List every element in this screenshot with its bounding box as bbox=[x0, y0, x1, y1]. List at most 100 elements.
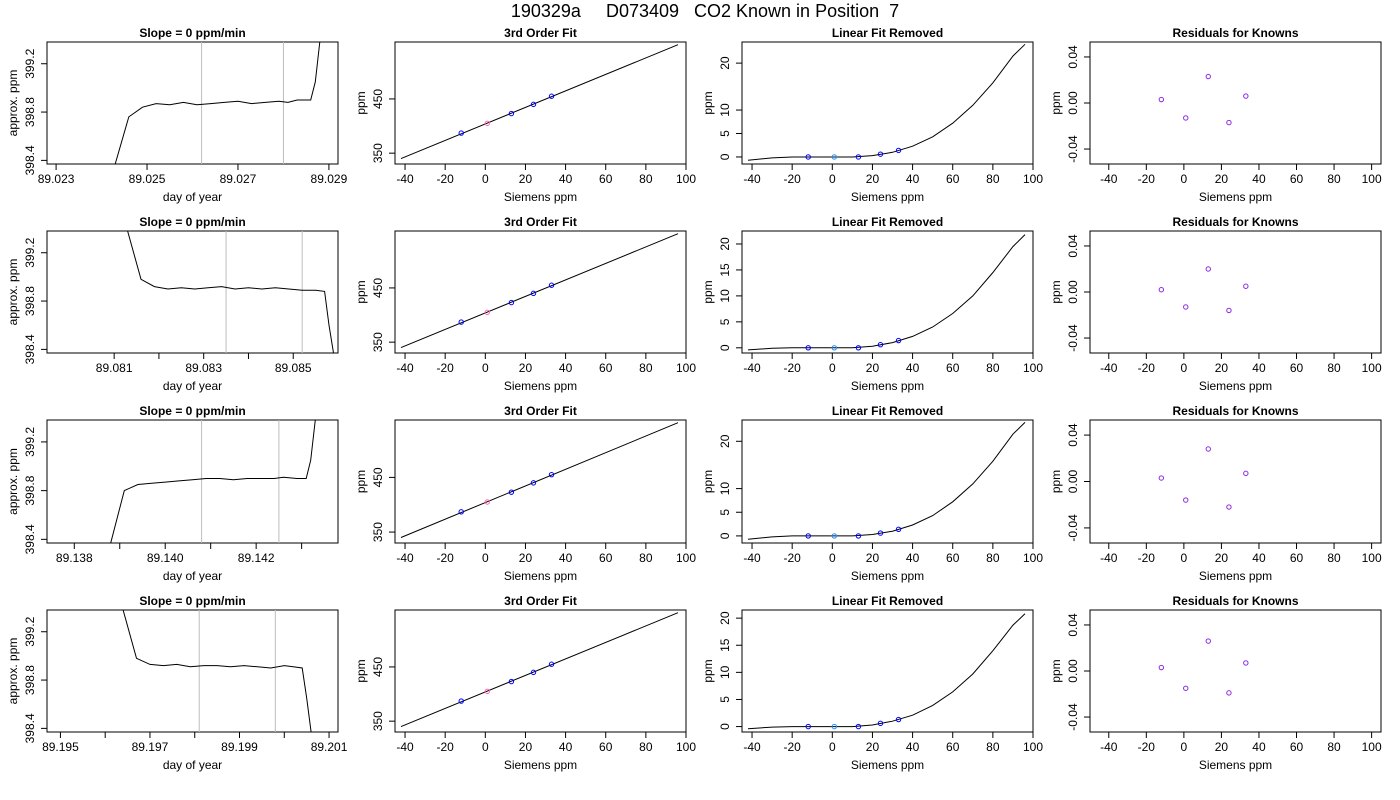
plot-area bbox=[114, 42, 321, 164]
known-point bbox=[530, 480, 537, 486]
x-tick-label: 0 bbox=[1181, 172, 1188, 186]
x-tick-label: -20 bbox=[1138, 361, 1156, 375]
x-tick-label: 80 bbox=[1327, 361, 1341, 375]
plot-area bbox=[400, 422, 679, 538]
timeseries-line bbox=[114, 42, 321, 164]
x-tick-label: 100 bbox=[1362, 172, 1382, 186]
known-point bbox=[895, 526, 902, 532]
x-axis-label: day of year bbox=[163, 190, 222, 204]
y-tick-label: 5 bbox=[718, 318, 732, 325]
plot-area bbox=[747, 613, 1026, 730]
y-tick-label: 0 bbox=[718, 344, 732, 351]
panel-title: Slope = 0 ppm/min bbox=[139, 594, 245, 608]
known-point bbox=[855, 533, 862, 539]
y-tick-label: 0 bbox=[718, 532, 732, 539]
y-tick-label: 20 bbox=[718, 611, 732, 625]
x-tick-label: 20 bbox=[519, 361, 533, 375]
panel-residuals-row-4: Residuals for Knowns -40 -20 0 20 40 60 80 100 -0… bbox=[1049, 594, 1382, 772]
fit-curve bbox=[400, 422, 679, 538]
x-tick-label: 0 bbox=[829, 551, 836, 565]
timeseries-line bbox=[122, 610, 312, 732]
panel-title: Residuals for Knowns bbox=[1172, 404, 1298, 418]
plot-area bbox=[400, 44, 679, 160]
y-axis-label: ppm bbox=[701, 659, 715, 682]
x-tick-label: 89.142 bbox=[238, 551, 275, 565]
y-tick-label: 0.00 bbox=[1066, 469, 1080, 493]
fit-curve bbox=[400, 612, 679, 728]
x-tick-label: 60 bbox=[1290, 361, 1304, 375]
residual-point bbox=[1183, 115, 1189, 121]
plot-frame bbox=[394, 419, 687, 544]
known-point bbox=[855, 154, 862, 160]
y-tick-label: -0.04 bbox=[1066, 324, 1080, 352]
fit-curve bbox=[747, 422, 1026, 540]
panel-residuals-row-3: Residuals for Knowns -40 -20 0 20 40 60 80 100 -0… bbox=[1049, 404, 1382, 583]
y-tick-label: 399.2 bbox=[23, 237, 37, 267]
plot-frame bbox=[1089, 230, 1382, 354]
y-axis-label: ppm bbox=[1049, 659, 1063, 682]
known-point bbox=[877, 341, 884, 348]
x-tick-label: -20 bbox=[437, 361, 455, 375]
x-tick-label: -20 bbox=[1138, 551, 1156, 565]
panel-timeseries-row-2: Slope = 0 ppm/min 89.081 89.083 89.085 398.4… bbox=[6, 215, 339, 393]
x-tick-label: 20 bbox=[1215, 361, 1229, 375]
panel-title: Linear Fit Removed bbox=[832, 26, 943, 40]
x-tick-label: 100 bbox=[1023, 551, 1043, 565]
y-tick-label: 450 bbox=[371, 657, 385, 677]
x-tick-label: -40 bbox=[1100, 740, 1118, 754]
x-tick-label: 60 bbox=[946, 361, 960, 375]
plot-area bbox=[1158, 266, 1249, 314]
y-tick-label: 20 bbox=[718, 56, 732, 70]
fit-curve bbox=[400, 44, 679, 160]
x-tick-label: 40 bbox=[559, 361, 573, 375]
x-tick-label: 89.027 bbox=[220, 172, 257, 186]
y-tick-label: 450 bbox=[371, 89, 385, 109]
y-axis-label: approx. ppm bbox=[6, 448, 20, 515]
known-point bbox=[530, 101, 537, 108]
y-axis-label: ppm bbox=[701, 470, 715, 493]
x-tick-label: 20 bbox=[1215, 740, 1229, 754]
panel-title: Residuals for Knowns bbox=[1172, 215, 1298, 229]
known-point bbox=[855, 345, 862, 351]
y-tick-label: 0.04 bbox=[1066, 45, 1080, 69]
y-tick-label: 0.00 bbox=[1066, 280, 1080, 304]
x-tick-label: 40 bbox=[906, 740, 920, 754]
x-tick-label: 40 bbox=[559, 551, 573, 565]
x-tick-label: 20 bbox=[866, 551, 880, 565]
x-axis-label: day of year bbox=[163, 758, 222, 772]
residual-point bbox=[1226, 504, 1232, 510]
plot-frame bbox=[1089, 609, 1382, 733]
known-point bbox=[508, 489, 515, 495]
x-tick-label: 40 bbox=[559, 740, 573, 754]
panel-title: Slope = 0 ppm/min bbox=[139, 404, 245, 418]
known-point bbox=[877, 530, 884, 536]
y-tick-label: 0.00 bbox=[1066, 659, 1080, 683]
plot-frame bbox=[741, 609, 1034, 733]
panel-title: 3rd Order Fit bbox=[504, 404, 577, 418]
reference-point bbox=[484, 309, 491, 316]
x-tick-label: -40 bbox=[1100, 172, 1118, 186]
y-tick-label: 398.4 bbox=[23, 713, 37, 743]
y-tick-label: 398.4 bbox=[23, 524, 37, 554]
y-tick-label: 0.04 bbox=[1066, 613, 1080, 637]
x-tick-label: 40 bbox=[1252, 740, 1266, 754]
plot-area bbox=[747, 422, 1026, 540]
panel-title: 3rd Order Fit bbox=[504, 594, 577, 608]
x-tick-label: 89.029 bbox=[311, 172, 348, 186]
x-tick-label: 100 bbox=[676, 361, 696, 375]
y-tick-label: 0.04 bbox=[1066, 423, 1080, 447]
x-tick-label: -20 bbox=[784, 172, 802, 186]
x-axis-label: Siemens ppm bbox=[851, 379, 924, 393]
panel-title: Linear Fit Removed bbox=[832, 404, 943, 418]
x-tick-label: 60 bbox=[1290, 551, 1304, 565]
y-axis-label: ppm bbox=[1049, 470, 1063, 493]
x-tick-label: 80 bbox=[639, 740, 653, 754]
x-tick-label: 100 bbox=[1362, 361, 1382, 375]
y-axis-label: approx. ppm bbox=[6, 638, 20, 705]
y-axis-label: approx. ppm bbox=[6, 259, 20, 326]
plot-frame bbox=[741, 41, 1034, 165]
x-tick-label: 60 bbox=[946, 551, 960, 565]
reference-point bbox=[484, 120, 491, 127]
x-tick-label: -40 bbox=[396, 551, 414, 565]
